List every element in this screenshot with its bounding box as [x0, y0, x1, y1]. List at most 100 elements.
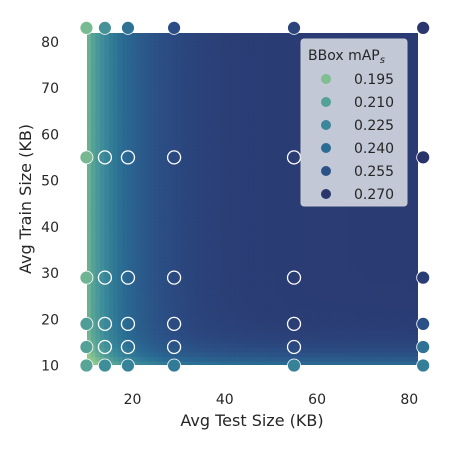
heatmap-cell — [104, 36, 110, 42]
heatmap-cell — [189, 315, 195, 322]
heatmap-cell — [162, 50, 168, 56]
heatmap-cell — [225, 207, 231, 214]
heatmap-cell — [351, 207, 357, 214]
heatmap-cell — [117, 41, 123, 47]
heatmap-cell — [261, 126, 267, 133]
heatmap-cell — [189, 189, 195, 196]
heatmap-cell — [239, 59, 245, 65]
heatmap-cell — [342, 288, 348, 295]
heatmap-cell — [373, 248, 379, 254]
heatmap-cell — [297, 185, 303, 191]
heatmap-cell — [207, 203, 213, 209]
heatmap-cell — [234, 356, 240, 362]
heatmap-cell — [212, 243, 218, 250]
heatmap-cell — [346, 342, 352, 349]
heatmap-cell — [207, 243, 213, 250]
heatmap-cell — [310, 257, 317, 263]
heatmap-cell — [153, 185, 159, 191]
heatmap-cell — [328, 356, 334, 362]
heatmap-cell — [355, 293, 361, 299]
heatmap-cell — [149, 329, 155, 335]
heatmap-cell — [180, 261, 186, 268]
heatmap-cell — [306, 297, 312, 304]
heatmap-cell — [95, 131, 101, 137]
heatmap-cell — [198, 230, 204, 236]
heatmap-cell — [239, 41, 245, 47]
heatmap-cell — [351, 342, 357, 349]
heatmap-cell — [270, 221, 276, 227]
heatmap-cell — [203, 306, 209, 313]
heatmap-cell — [292, 167, 299, 173]
heatmap-cell — [283, 41, 290, 47]
heatmap-cell — [221, 275, 227, 281]
heatmap-cell — [113, 243, 119, 250]
heatmap-cell — [180, 266, 186, 272]
heatmap-cell — [144, 279, 150, 286]
heatmap-cell — [162, 122, 168, 128]
heatmap-cell — [104, 198, 110, 205]
heatmap-cell — [261, 293, 267, 299]
heatmap-cell — [99, 279, 106, 286]
heatmap-cell — [212, 356, 218, 362]
heatmap-cell — [261, 221, 267, 227]
heatmap-cell — [104, 297, 110, 304]
heatmap-cell — [225, 270, 231, 277]
heatmap-cell — [243, 185, 249, 191]
heatmap-cell — [266, 225, 272, 232]
heatmap-cell — [221, 221, 227, 227]
heatmap-cell — [176, 36, 182, 42]
heatmap-cell — [153, 90, 159, 96]
heatmap-cell — [248, 266, 254, 272]
heatmap-cell — [346, 212, 352, 218]
heatmap-cell — [194, 302, 200, 308]
heatmap-cell — [113, 171, 119, 178]
heatmap-cell — [248, 324, 254, 331]
heatmap-cell — [270, 329, 276, 335]
heatmap-cell — [135, 352, 141, 358]
heatmap-cell — [207, 108, 213, 115]
heatmap-cell — [140, 333, 146, 340]
heatmap-cell — [297, 63, 303, 69]
heatmap-cell — [257, 77, 263, 83]
heatmap-cell — [194, 167, 200, 173]
heatmap-cell — [252, 297, 258, 304]
heatmap-cell — [108, 99, 114, 105]
heatmap-cell — [275, 59, 281, 65]
heatmap-cell — [221, 158, 227, 164]
heatmap-cell — [225, 108, 231, 115]
heatmap-cell — [194, 176, 200, 182]
heatmap-cell — [90, 297, 97, 304]
heatmap-cell — [207, 113, 213, 119]
heatmap-cell — [140, 149, 146, 155]
heatmap-cell — [288, 284, 294, 290]
heatmap-cell — [333, 288, 339, 295]
heatmap-cell — [297, 95, 303, 101]
heatmap-cell — [288, 54, 294, 60]
heatmap-cell — [373, 338, 379, 344]
heatmap-cell — [90, 113, 97, 119]
heatmap-cell — [104, 90, 110, 96]
heatmap-cell — [158, 135, 164, 142]
heatmap-cell — [108, 45, 114, 51]
heatmap-cell — [315, 216, 321, 223]
heatmap-cell — [315, 234, 321, 241]
heatmap-cell — [333, 234, 339, 241]
heatmap-cell — [279, 356, 285, 362]
heatmap-cell — [234, 68, 240, 74]
heatmap-cell — [234, 261, 240, 268]
heatmap-cell — [149, 122, 155, 128]
heatmap-cell — [297, 108, 303, 115]
heatmap-cell — [149, 252, 155, 259]
heatmap-cell — [180, 122, 186, 128]
heatmap-cell — [301, 324, 308, 331]
heatmap-cell — [162, 329, 168, 335]
heatmap-cell — [180, 342, 186, 349]
heatmap-cell — [239, 248, 245, 254]
heatmap-cell — [162, 338, 168, 344]
heatmap-cell — [257, 311, 263, 317]
heatmap-cell — [189, 104, 195, 110]
heatmap-cell — [135, 122, 141, 128]
heatmap-cell — [140, 270, 146, 277]
heatmap-cell — [216, 36, 222, 42]
heatmap-cell — [198, 342, 204, 349]
